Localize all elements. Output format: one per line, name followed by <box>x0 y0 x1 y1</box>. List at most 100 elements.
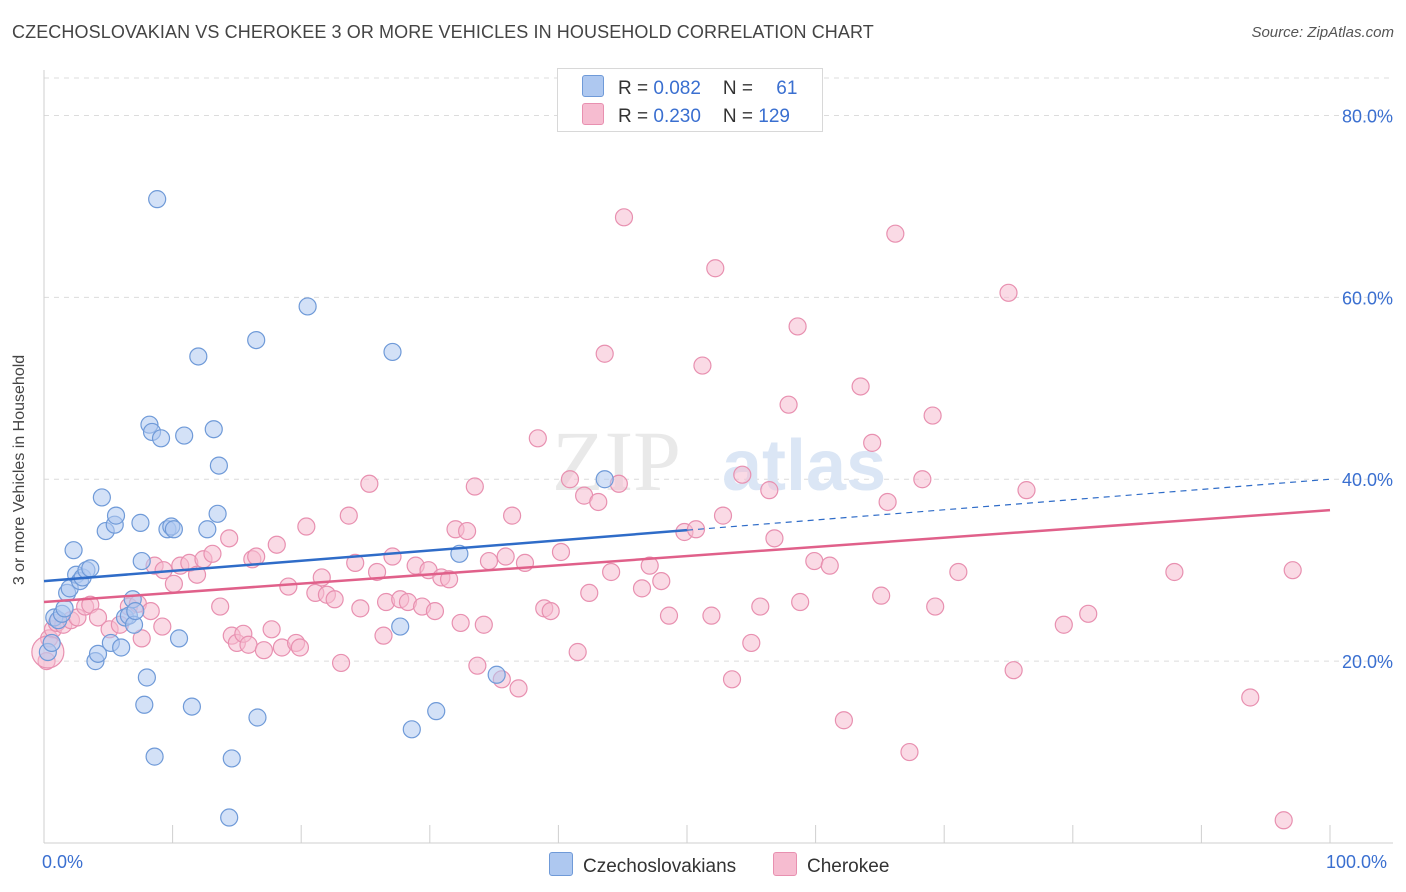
cherokee-point <box>878 492 897 512</box>
czech-point <box>88 644 108 663</box>
czech-point <box>182 697 201 716</box>
cherokee-point <box>374 626 393 645</box>
czech-point <box>42 633 61 653</box>
y-tick-labels: 20.0% 40.0% 60.0% 80.0% <box>1342 106 1393 672</box>
czech-point <box>135 695 154 714</box>
source-label: Source: ZipAtlas.com <box>1251 24 1394 41</box>
cherokee-point <box>346 553 365 573</box>
x-tick-label-min: 0.0% <box>42 852 84 872</box>
cherokee-point <box>132 629 151 648</box>
cherokee-point <box>88 608 108 627</box>
cherokee-point <box>509 679 528 698</box>
cherokee-point <box>254 641 274 660</box>
legend-n-cherokee: 129 <box>758 106 790 127</box>
legend-r-czech: 0.082 <box>653 78 701 99</box>
czech-point <box>137 668 156 687</box>
legend-row-czech: R = 0.082 N = 61 <box>582 75 797 100</box>
cherokee-point <box>686 520 706 539</box>
cherokee-point <box>367 562 387 582</box>
cherokee-point <box>439 570 459 589</box>
czech-point <box>198 520 217 539</box>
czech-trend-extension <box>686 478 1331 531</box>
czech-point <box>145 747 164 766</box>
cherokee-point <box>791 592 810 612</box>
cherokee-point <box>602 562 621 582</box>
cherokee-point <box>949 562 968 582</box>
cherokee-point <box>451 613 470 633</box>
cherokee-point <box>751 597 770 616</box>
chart-title: CZECHOSLOVAKIAN VS CHEROKEE 3 OR MORE VE… <box>12 22 874 42</box>
cherokee-point <box>351 599 370 618</box>
cherokee-point <box>141 601 160 621</box>
cherokee-point <box>863 433 882 452</box>
czech-point <box>169 629 189 648</box>
trend-lines <box>43 478 1331 604</box>
cherokee-point <box>779 395 798 414</box>
czech-point <box>204 420 223 439</box>
cherokee-point <box>331 653 351 673</box>
cherokee-point <box>760 481 779 500</box>
czech-point <box>112 638 131 657</box>
cherokee-point <box>496 547 515 566</box>
czech-point <box>92 488 111 507</box>
y-tick-label-80: 80.0% <box>1342 106 1393 126</box>
cherokee-point <box>220 529 239 548</box>
czech-point <box>64 541 83 560</box>
czech-point <box>402 720 421 739</box>
czech-point <box>132 551 151 571</box>
cherokee-point <box>211 597 230 616</box>
cherokee-point <box>614 208 634 227</box>
cherokee-point <box>560 470 580 489</box>
czech-point <box>164 520 183 539</box>
legend-n-czech: 61 <box>776 78 798 99</box>
y-tick-label-60: 60.0% <box>1342 288 1393 308</box>
czech-point <box>247 330 266 350</box>
czech-trend-line <box>43 528 688 583</box>
cherokee-point <box>267 535 286 554</box>
watermark-zip: ZIP <box>552 413 681 509</box>
cherokee-point <box>1165 562 1184 582</box>
cherokee-point <box>1283 561 1302 580</box>
watermark-atlas: atlas <box>722 426 886 506</box>
cherokee-point <box>595 344 614 363</box>
cherokee-point <box>640 556 659 575</box>
czech-point <box>209 456 228 475</box>
czech-point <box>208 504 227 523</box>
cherokee-point <box>805 551 824 571</box>
czech-point <box>220 808 239 827</box>
cherokee-point <box>262 620 281 639</box>
cherokee-point <box>279 577 298 596</box>
legend-swatch-czech <box>582 75 604 97</box>
czech-point <box>148 190 167 209</box>
cherokee-point <box>589 492 608 512</box>
cherokee-point <box>1241 688 1260 707</box>
cherokee-point <box>541 601 560 621</box>
cherokee-point <box>713 506 733 525</box>
cherokee-point <box>360 474 379 493</box>
legend-row-cherokee: R = 0.230 N = 129 <box>582 103 790 128</box>
cherokee-point <box>851 377 870 396</box>
y-axis-label: 3 or more Vehicles in Household <box>11 354 28 586</box>
czech-point <box>427 702 446 721</box>
czech-point <box>298 297 317 316</box>
cherokee-point <box>913 470 932 489</box>
cherokee-point <box>239 635 258 654</box>
czech-point <box>222 749 241 768</box>
czech-point <box>151 429 171 448</box>
cherokee-point <box>886 224 905 243</box>
axes <box>43 70 1393 844</box>
cherokee-point <box>999 283 1018 302</box>
watermark: ZIP atlas <box>552 413 886 509</box>
cherokee-point <box>765 529 784 548</box>
cherokee-point <box>733 465 752 484</box>
cherokee-point <box>203 544 222 563</box>
cherokee-point <box>465 477 484 496</box>
cherokee-point <box>468 656 487 675</box>
cherokee-point <box>926 597 945 616</box>
legend-swatch-cherokee <box>582 103 604 125</box>
cherokee-point <box>339 506 358 525</box>
bottom-legend-swatch-czech <box>549 852 573 876</box>
czech-point <box>126 601 145 621</box>
cherokee-point <box>1054 615 1073 634</box>
